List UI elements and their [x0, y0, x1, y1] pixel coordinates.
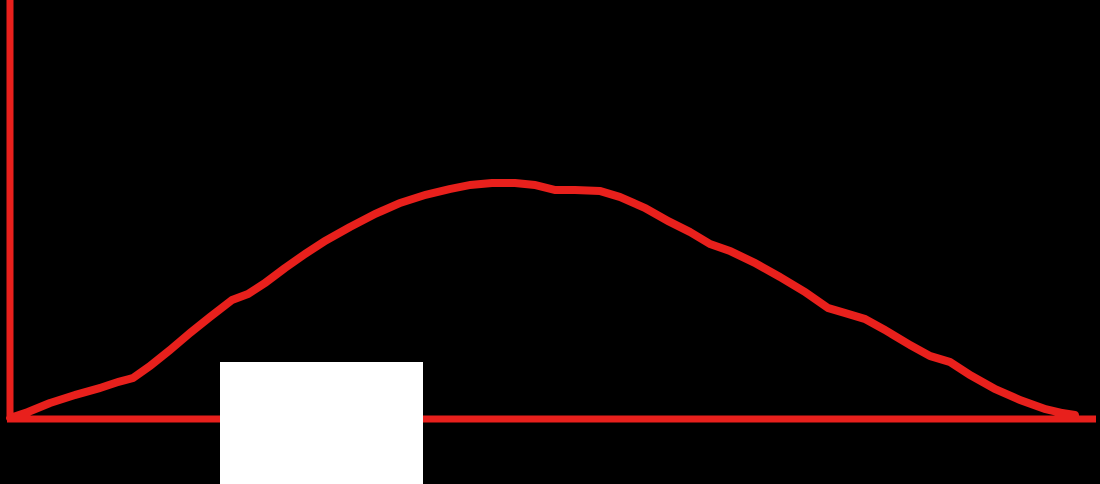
- axes-group: [6, 0, 1096, 423]
- white-rectangle-overlay: [220, 362, 423, 484]
- data-series-group: [6, 179, 1079, 422]
- distribution-curve: [6, 179, 1079, 422]
